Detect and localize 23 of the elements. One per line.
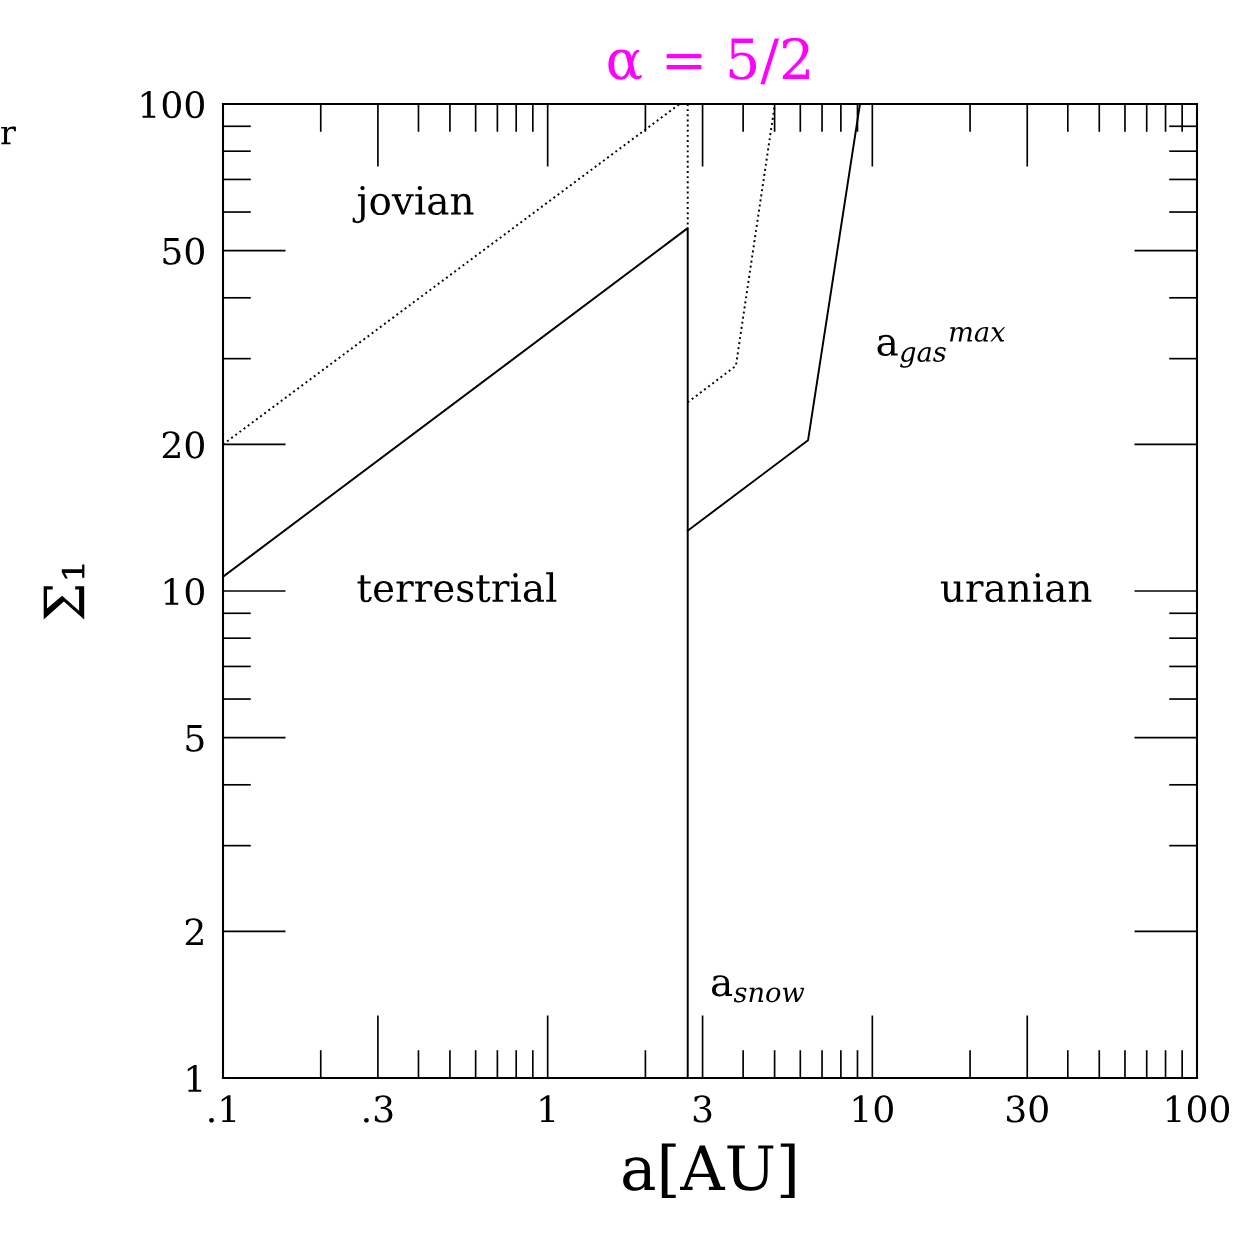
text: r	[1, 126, 16, 145]
annotation: jovian	[352, 185, 474, 224]
y-tick-label: 1	[187, 1064, 202, 1092]
chart-title: α = 5/2	[608, 37, 809, 85]
x-tick-label: .1	[209, 1095, 236, 1123]
y-tick-label: 100	[141, 90, 204, 119]
y-tick-label: 2	[185, 918, 203, 946]
y-tick-label: 5	[186, 724, 204, 752]
x-tick-label: 10	[853, 1095, 893, 1123]
annotation: a$_{gas}$$^{max}$	[877, 326, 1006, 368]
annotation: terrestrial	[357, 572, 557, 603]
y-tick-label: 50	[163, 237, 204, 265]
x-tick-label: 100	[1166, 1095, 1230, 1123]
x-tick-label: 3	[693, 1095, 712, 1123]
x-tick-label: 1	[540, 1095, 555, 1123]
x-tick-label: 30	[1007, 1095, 1048, 1123]
y-axis-title: Σ₁	[43, 564, 85, 620]
x-tick-label: .3	[364, 1095, 393, 1123]
annotation: a$_{snow}$	[711, 975, 805, 1003]
annotation: uranian	[940, 573, 1092, 603]
y-tick-label: 10	[164, 577, 204, 606]
y-tick-label: 20	[162, 431, 204, 459]
x-axis-title: a[AU]	[623, 1143, 795, 1198]
